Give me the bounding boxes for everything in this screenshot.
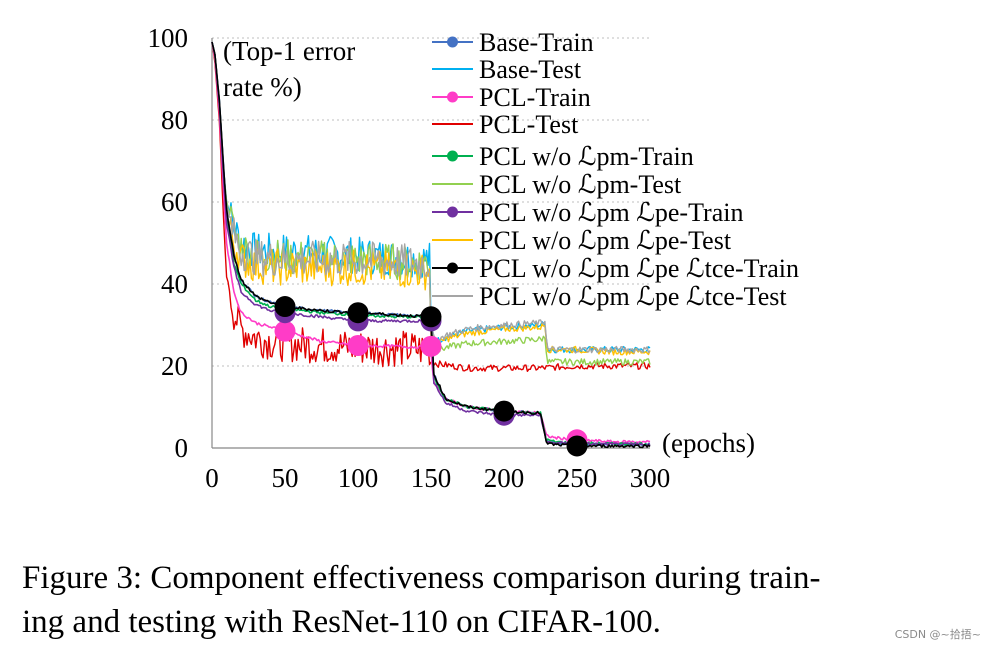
y-axis-label-line2: rate %): [223, 72, 302, 102]
y-tick-label-60: 60: [161, 187, 188, 217]
x-tick-label-250: 250: [557, 463, 598, 493]
x-tick-label-300: 300: [630, 463, 671, 493]
y-tick-label-0: 0: [175, 433, 189, 463]
marker-pcl-w-o-pm-pe-tce-train-1: [347, 302, 369, 324]
watermark: CSDN @~拾捂~: [894, 628, 981, 641]
marker-pcl-train-0: [274, 320, 296, 342]
series-markers: [274, 296, 588, 457]
legend-label-pcl-w-o-pm-pe-tce-train: PCL w/o ℒpm ℒpe ℒtce-Train: [479, 254, 799, 283]
legend-marker-pcl-train: [447, 91, 458, 103]
y-tick-label-100: 100: [148, 23, 189, 53]
line-chart: 0 50 100 150 200 250 300 0 20 40 60 80 100 (Top-1 er…: [148, 23, 800, 493]
x-tick-label-150: 150: [411, 463, 452, 493]
y-tick-label-80: 80: [161, 105, 188, 135]
x-tick-label-50: 50: [272, 463, 299, 493]
legend-label-pcl-w-o-pm-pe-tce-test: PCL w/o ℒpm ℒpe ℒtce-Test: [479, 282, 787, 311]
y-tick-label-20: 20: [161, 351, 188, 381]
x-tick-label-200: 200: [484, 463, 525, 493]
legend-marker-pcl-w-o-pm-train: [447, 150, 458, 162]
legend-label-pcl-w-o-pm-pe-train: PCL w/o ℒpm ℒpe-Train: [479, 198, 743, 227]
tick-labels: 0 50 100 150 200 250 300 0 20 40 60 80 100: [148, 23, 671, 493]
y-axis-label-line1: (Top-1 error: [223, 36, 355, 66]
legend-marker-pcl-w-o-pm-pe-train: [447, 206, 458, 218]
marker-pcl-train-1: [347, 335, 369, 356]
y-tick-label-40: 40: [161, 269, 188, 299]
legend-marker-base-train: [447, 36, 458, 48]
legend-label-pcl-w-o-pm-test: PCL w/o ℒpm-Test: [479, 170, 682, 199]
caption-line-1: Figure 3: Component effectiveness compar…: [22, 560, 821, 596]
x-tick-label-0: 0: [205, 463, 219, 493]
x-axis-label: (epochs): [662, 428, 755, 458]
legend-label-pcl-w-o-pm-pe-test: PCL w/o ℒpm ℒpe-Test: [479, 226, 732, 255]
legend-label-base-train: Base-Train: [479, 28, 594, 57]
legend-marker-pcl-w-o-pm-pe-tce-train: [447, 262, 458, 274]
legend-label-pcl-train: PCL-Train: [479, 83, 591, 112]
legend-label-base-test: Base-Test: [479, 55, 582, 84]
marker-pcl-w-o-pm-pe-tce-train-2: [420, 306, 442, 328]
legend-label-pcl-test: PCL-Test: [479, 110, 579, 139]
caption-line-2: ing and testing with ResNet-110 on CIFAR…: [22, 604, 661, 640]
marker-pcl-w-o-pm-pe-tce-train-4: [566, 435, 588, 457]
figure-caption: Figure 3: Component effectiveness compar…: [22, 556, 972, 644]
marker-pcl-w-o-pm-pe-tce-train-3: [493, 400, 515, 422]
marker-pcl-train-2: [420, 335, 442, 357]
legend-label-pcl-w-o-pm-train: PCL w/o ℒpm-Train: [479, 142, 694, 171]
marker-pcl-w-o-pm-pe-tce-train-0: [274, 296, 296, 318]
x-tick-label-100: 100: [338, 463, 379, 493]
